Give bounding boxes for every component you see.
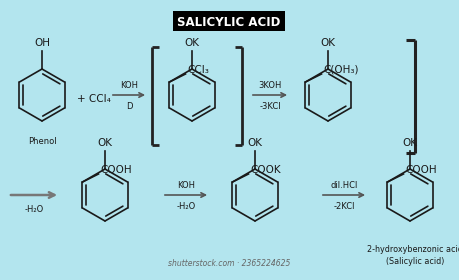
- Text: COOH: COOH: [101, 165, 132, 175]
- Text: KOH: KOH: [177, 181, 195, 190]
- Text: OK: OK: [247, 138, 263, 148]
- Text: OK: OK: [403, 138, 418, 148]
- Text: OK: OK: [97, 138, 112, 148]
- Text: -2KCl: -2KCl: [333, 202, 355, 211]
- Text: + CCl₄: + CCl₄: [77, 94, 111, 104]
- Text: -3KCl: -3KCl: [259, 102, 281, 111]
- Text: OH: OH: [34, 38, 50, 48]
- Text: C(OH₃): C(OH₃): [324, 65, 359, 75]
- Text: OK: OK: [320, 38, 336, 48]
- Text: COOK: COOK: [251, 165, 281, 175]
- Text: D: D: [126, 102, 132, 111]
- Text: COOH: COOH: [405, 165, 437, 175]
- Text: 2-hydroxybenzonic acid
(Salicylic acid): 2-hydroxybenzonic acid (Salicylic acid): [367, 245, 459, 267]
- Text: SALICYLIC ACID: SALICYLIC ACID: [177, 15, 281, 29]
- Text: -H₂O: -H₂O: [24, 205, 44, 214]
- Text: CCl₃: CCl₃: [187, 65, 209, 75]
- Text: dil.HCl: dil.HCl: [330, 181, 358, 190]
- Text: 3KOH: 3KOH: [258, 81, 282, 90]
- Text: shutterstock.com · 2365224625: shutterstock.com · 2365224625: [168, 259, 290, 268]
- Text: KOH: KOH: [120, 81, 138, 90]
- FancyBboxPatch shape: [173, 11, 285, 31]
- Text: OK: OK: [185, 38, 200, 48]
- Text: -H₂O: -H₂O: [176, 202, 196, 211]
- Text: Phenol: Phenol: [28, 137, 56, 146]
